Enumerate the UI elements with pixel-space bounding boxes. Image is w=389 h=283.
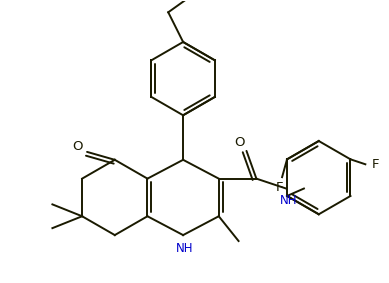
Text: F: F — [371, 158, 379, 171]
Text: NH: NH — [280, 194, 298, 207]
Text: F: F — [275, 181, 283, 194]
Text: O: O — [234, 136, 245, 149]
Text: O: O — [72, 140, 82, 153]
Text: NH: NH — [176, 243, 194, 256]
